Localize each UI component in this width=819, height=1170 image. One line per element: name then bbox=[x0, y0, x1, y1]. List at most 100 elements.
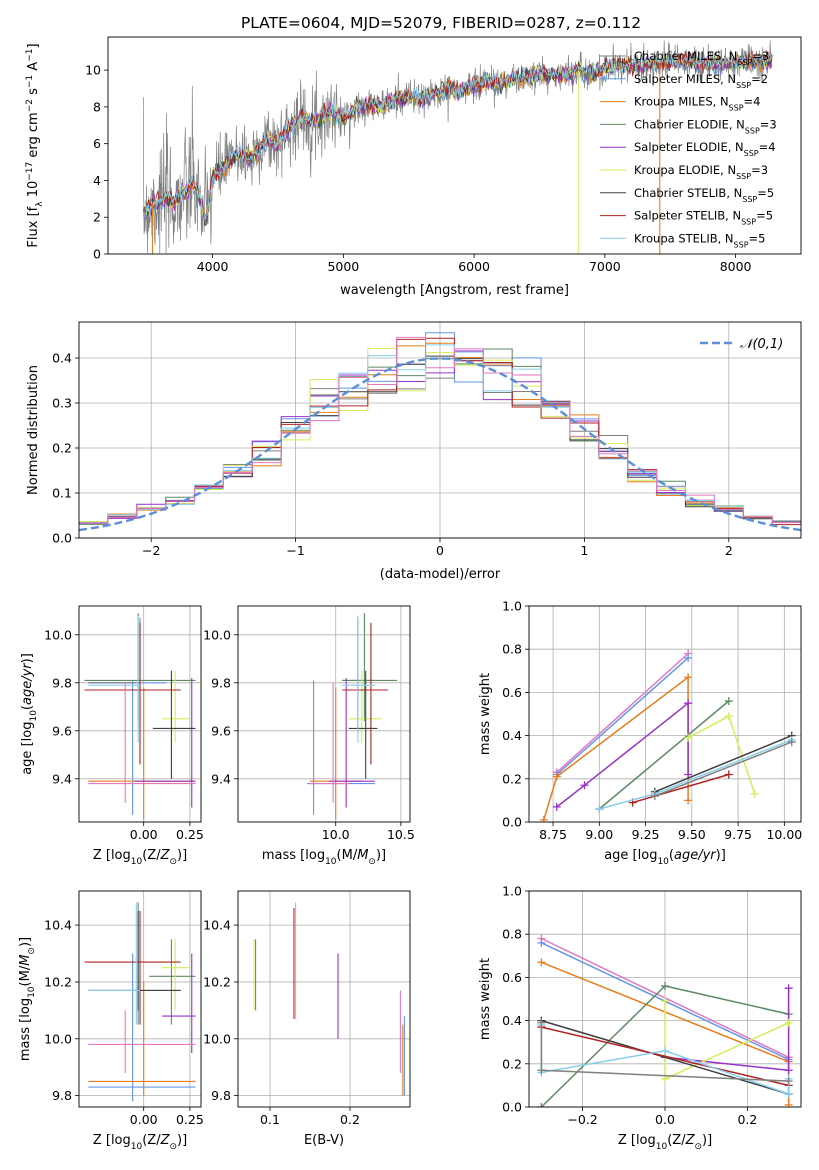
residuals-ytick-label: 0.4 bbox=[52, 351, 72, 366]
gaussian-curve bbox=[79, 357, 801, 532]
mass-weight-vs-z-ytick-label: 0.0 bbox=[502, 1100, 522, 1115]
mass-vs-ebv-ytick-label: 10.4 bbox=[203, 918, 231, 933]
mass-weight-vs-age-xtick-label: 10.00 bbox=[766, 827, 802, 842]
spectrum-xtick-label: 6000 bbox=[458, 259, 490, 274]
age-vs-z-ytick-label: 10.0 bbox=[44, 627, 72, 642]
mass-vs-z-ylabel: mass [log10(M/M⊙)] bbox=[18, 937, 37, 1061]
mass-vs-z-plot-area bbox=[84, 902, 196, 1102]
mass-weight-vs-age-ytick-label: 1.0 bbox=[502, 599, 522, 614]
mass-weight-point bbox=[580, 781, 589, 790]
age-vs-z-plot-area bbox=[84, 613, 196, 820]
mass-weight-vs-z-xlabel: Z [log10(Z/Z⊙)] bbox=[618, 1133, 712, 1152]
residuals-ylabel: Normed distribution bbox=[26, 365, 41, 495]
figure-title: PLATE=0604, MJD=52079, FIBERID=0287, z=0… bbox=[241, 14, 641, 32]
age-vs-mass-panel: 10.0 10.5 9.4 9.6 9.8 10.0 mass [log10(M/M⊙)] bbox=[203, 605, 415, 867]
mass-weight-vs-z-ytick-label: 0.8 bbox=[502, 927, 522, 942]
mass-weight-vs-age-ytick-label: 0.0 bbox=[502, 815, 522, 830]
mass-weight-vs-age-ytick-label: 0.4 bbox=[502, 728, 522, 743]
age-vs-z-xtick-label: 0.25 bbox=[176, 827, 204, 842]
axes-frame bbox=[237, 890, 411, 1108]
mass-weight-vs-age-xlabel: age [log10(age/yr)] bbox=[604, 848, 726, 867]
mass-weight-point bbox=[724, 770, 733, 779]
mass-weight-vs-z-xtick-label: −0.2 bbox=[567, 1112, 597, 1127]
mass-vs-ebv-xtick-label: 0.2 bbox=[340, 1112, 360, 1127]
mass-vs-ebv-panel: 0.1 0.2 9.8 10.0 10.2 10.4 E(B-V) bbox=[203, 890, 411, 1148]
mass-weight-point bbox=[724, 697, 733, 706]
residuals-xtick-label: 2 bbox=[725, 543, 733, 558]
mass-weight-point bbox=[537, 1066, 546, 1075]
mass-vs-z-panel: 0.00 0.25 9.8 10.0 10.2 10.4 Z [log10(Z/Z⊙)] ma… bbox=[18, 890, 204, 1152]
spectrum-ytick-label: 4 bbox=[93, 173, 101, 188]
age-vs-z-ytick-label: 9.6 bbox=[52, 723, 72, 738]
mass-vs-ebv-xtick-label: 0.1 bbox=[260, 1112, 280, 1127]
axes-frame bbox=[528, 605, 802, 823]
spectrum-xlabel: wavelength [Angstrom, rest frame] bbox=[340, 283, 569, 298]
mass-weight-vs-age-xtick-label: 8.75 bbox=[539, 827, 567, 842]
mass-weight-vs-z-ytick-label: 0.4 bbox=[502, 1013, 522, 1028]
mass-weight-point bbox=[750, 789, 759, 798]
residuals-xtick-label: −2 bbox=[142, 543, 160, 558]
mass-vs-z-ytick-label: 10.2 bbox=[44, 974, 72, 989]
mass-weight-vs-age-ylabel: mass weight bbox=[478, 673, 493, 755]
age-vs-z-xtick-label: 0.00 bbox=[130, 827, 158, 842]
axes-frame bbox=[528, 890, 802, 1108]
mass-weight-vs-age-ytick-label: 0.2 bbox=[502, 771, 522, 786]
mass-weight-vs-z-xtick-label: 0.0 bbox=[655, 1112, 675, 1127]
spectrum-ylabel: Flux [fλ 10−17 erg cm−2 s−1 A−1] bbox=[25, 43, 45, 247]
mass-vs-z-ytick-label: 9.8 bbox=[52, 1088, 72, 1103]
mass-vs-ebv-grid bbox=[238, 891, 410, 1107]
mass-weight-vs-z-ytick-label: 1.0 bbox=[502, 884, 522, 899]
mass-weight-point bbox=[661, 1046, 669, 1055]
mass-weight-point bbox=[724, 712, 733, 721]
residuals-ytick-label: 0.0 bbox=[52, 531, 72, 546]
mass-weight-series-line bbox=[541, 1026, 789, 1087]
mass-weight-series-line bbox=[664, 1001, 789, 1081]
residuals-ytick-label: 0.2 bbox=[52, 441, 72, 456]
axes-frame bbox=[78, 605, 202, 823]
mass-weight-vs-z-plot-area bbox=[537, 934, 793, 1107]
axes-frame bbox=[237, 605, 411, 823]
age-vs-z-xlabel: Z [log10(Z/Z⊙)] bbox=[93, 848, 187, 867]
age-vs-z-ytick-label: 9.8 bbox=[52, 675, 72, 690]
spectrum-ytick-label: 8 bbox=[93, 99, 101, 114]
mass-weight-point bbox=[684, 796, 693, 805]
age-vs-mass-grid bbox=[238, 606, 410, 822]
legend-label: Kroupa STELIB, NSSP=5 bbox=[634, 231, 765, 249]
spectrum-plot-area bbox=[142, 40, 773, 254]
spectrum-ytick-label: 10 bbox=[85, 63, 101, 78]
residuals-xlabel: (data-model)/error bbox=[380, 567, 501, 582]
spectrum-panel: 4000 5000 6000 7000 8000 0 2 4 6 8 10 wavelength [A… bbox=[25, 36, 802, 298]
mass-weight-vs-age-plot-area bbox=[539, 649, 796, 822]
axes-frame bbox=[107, 36, 802, 255]
mass-weight-vs-z-ylabel: mass weight bbox=[478, 958, 493, 1040]
mass-weight-point bbox=[784, 1100, 793, 1107]
residuals-panel: −2 −1 0 1 2 0.0 0.1 0.2 0.3 0.4 (data-model)/error… bbox=[26, 321, 802, 582]
mass-weight-series-line bbox=[556, 657, 689, 776]
legend-label: Kroupa ELODIE, NSSP=3 bbox=[634, 163, 768, 181]
residual-histogram bbox=[79, 347, 801, 523]
mass-weight-vs-z-ytick-label: 0.6 bbox=[502, 970, 522, 985]
legend-label: Salpeter STELIB, NSSP=5 bbox=[634, 209, 773, 227]
age-vs-z-panel: 0.00 0.25 9.4 9.6 9.8 10.0 Z [log10(Z/Z⊙)] age … bbox=[20, 605, 204, 867]
residuals-xtick-label: 0 bbox=[436, 543, 444, 558]
mass-weight-point bbox=[684, 733, 693, 742]
mass-vs-z-ytick-label: 10.4 bbox=[44, 918, 72, 933]
mass-weight-series-line bbox=[556, 652, 689, 773]
mass-vs-z-ytick-label: 10.0 bbox=[44, 1031, 72, 1046]
mass-weight-point bbox=[784, 1066, 793, 1075]
mass-weight-vs-age-xtick-label: 9.50 bbox=[678, 827, 706, 842]
residuals-ytick-label: 0.1 bbox=[52, 486, 72, 501]
mass-weight-series-line bbox=[654, 734, 792, 793]
mass-weight-series-line bbox=[598, 700, 730, 810]
mass-vs-z-xlabel: Z [log10(Z/Z⊙)] bbox=[93, 1133, 187, 1152]
mass-weight-point bbox=[784, 1077, 793, 1086]
age-vs-mass-plot-area bbox=[307, 613, 397, 820]
mass-weight-vs-age-xtick-label: 9.00 bbox=[585, 827, 613, 842]
mass-weight-point bbox=[537, 958, 546, 967]
mass-vs-ebv-ytick-label: 10.2 bbox=[203, 974, 231, 989]
mass-vs-ebv-ytick-label: 10.0 bbox=[203, 1031, 231, 1046]
mass-vs-ebv-ytick-label: 9.8 bbox=[211, 1088, 231, 1103]
residuals-xtick-label: −1 bbox=[286, 543, 304, 558]
mass-weight-point bbox=[784, 1018, 793, 1027]
